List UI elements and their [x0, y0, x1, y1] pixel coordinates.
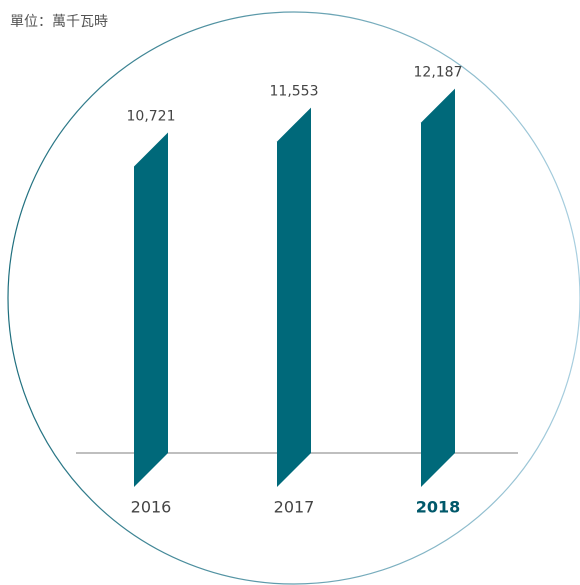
- value-label: 10,721: [127, 108, 176, 124]
- x-tick-label: 2018: [416, 498, 461, 517]
- unit-label: 單位：萬千瓦時: [10, 14, 108, 30]
- x-tick-label: 2017: [274, 498, 315, 517]
- bar: [277, 107, 311, 487]
- decor-circle: [7, 11, 580, 585]
- value-label: 12,187: [414, 65, 463, 81]
- value-label: 11,553: [270, 84, 319, 100]
- bar: [421, 88, 455, 487]
- x-tick-label: 2016: [131, 498, 172, 517]
- bar: [134, 132, 168, 488]
